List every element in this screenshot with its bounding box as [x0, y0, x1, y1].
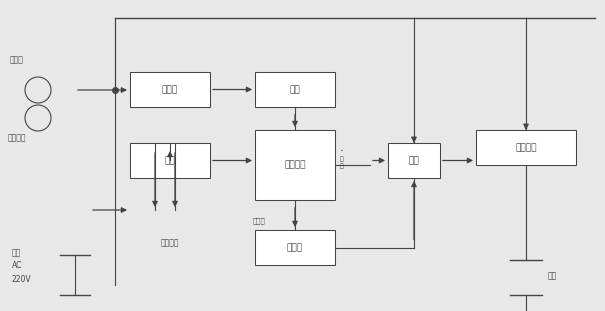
Text: 红外遥控: 红外遥控: [8, 133, 27, 142]
Text: 比较: 比较: [408, 156, 419, 165]
Text: 解码器: 解码器: [287, 243, 303, 252]
Text: 解调: 解调: [290, 85, 300, 94]
Text: 驱动电路: 驱动电路: [515, 143, 537, 152]
Bar: [388, 143, 440, 178]
Bar: [130, 72, 210, 107]
Text: 放大: 放大: [165, 156, 175, 165]
Text: 电源: 电源: [12, 248, 21, 257]
Text: 控制器: 控制器: [253, 217, 266, 224]
Text: 负载: 负载: [548, 271, 557, 280]
Text: 振荡稳压: 振荡稳压: [161, 238, 179, 247]
Text: AC: AC: [12, 261, 22, 270]
Bar: [130, 143, 210, 178]
Text: 控
制: 控 制: [340, 157, 344, 169]
Bar: [255, 230, 335, 265]
Text: 红外线: 红外线: [10, 55, 24, 64]
Text: ·: ·: [340, 145, 344, 158]
Bar: [255, 130, 335, 200]
Text: 接收管: 接收管: [162, 85, 178, 94]
Text: 220V: 220V: [12, 275, 31, 284]
Text: 控制电路: 控制电路: [284, 160, 306, 169]
Bar: [255, 72, 335, 107]
Bar: [476, 130, 576, 165]
